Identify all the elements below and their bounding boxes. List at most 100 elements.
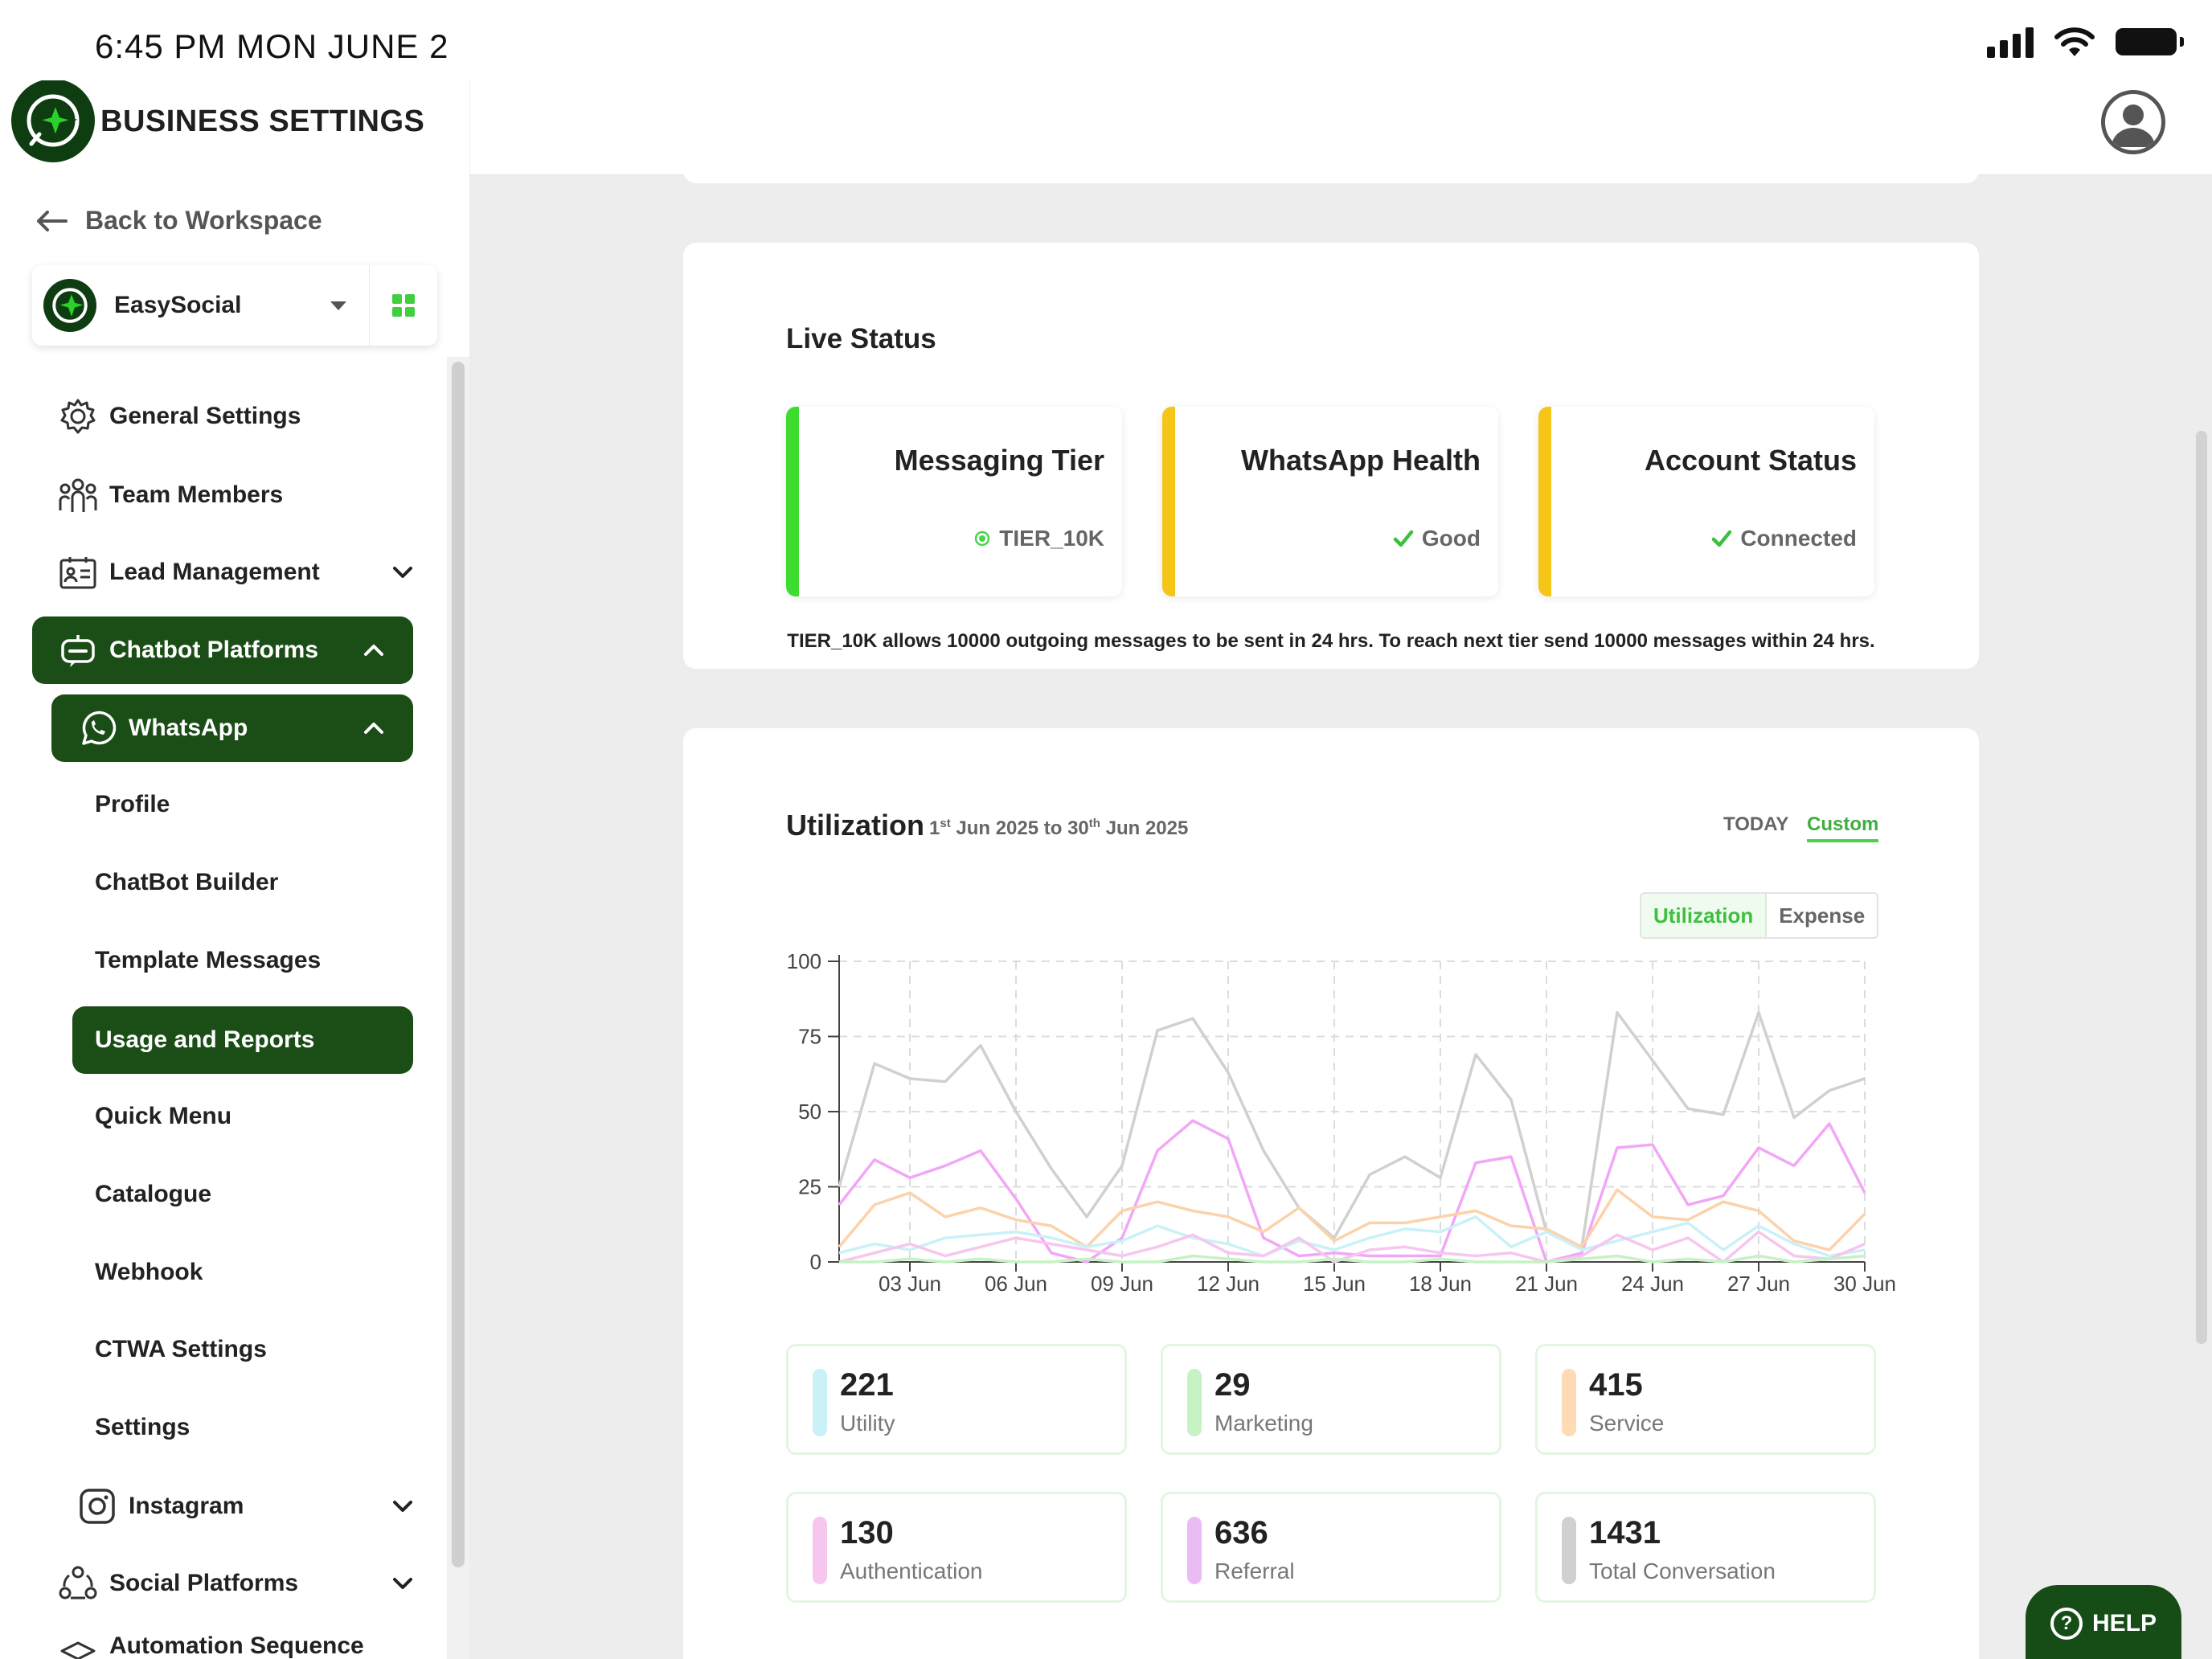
app-logo[interactable] [11,79,95,162]
wifi-icon [2054,27,2095,56]
sidebar-item-label: General Settings [109,403,301,429]
tile-title: Messaging Tier [894,444,1104,477]
x-tick-label: 03 Jun [879,1272,941,1296]
chevron-up-icon [364,645,383,656]
utilization-date-range: 1st Jun 2025 to 30th Jun 2025 [929,817,1188,840]
stat-card-marketing: 29 Marketing [1161,1344,1501,1455]
series-line-5 [839,1254,1866,1264]
stat-label: Marketing [1215,1411,1313,1436]
sidebar-subitem-catalogue[interactable]: Catalogue [95,1181,212,1207]
sidebar-subitem-settings[interactable]: Settings [95,1414,190,1440]
y-tick-label: 0 [810,1250,821,1274]
sidebar-item-lead-management[interactable]: Lead Management [56,550,442,595]
series-line-3 [838,1215,1866,1258]
series-line-1 [838,1119,1866,1264]
arrow-left-icon [37,210,68,231]
live-status-title: Live Status [786,323,936,354]
grid-icon [392,294,415,317]
stat-value: 636 [1215,1515,1268,1550]
help-button[interactable]: ? HELP [2026,1585,2181,1659]
status-bar: 6:45 PM MON JUNE 2 [0,0,2212,80]
team-icon [56,473,100,517]
sparkle-logo-icon [52,288,88,323]
sidebar-scrollbar-thumb[interactable] [452,362,465,1567]
sidebar-item-general-settings[interactable]: General Settings [56,394,442,439]
sidebar-item-label: Automation Sequence [109,1632,364,1659]
sidebar-subitem-chatbot-builder[interactable]: ChatBot Builder [95,869,279,895]
caret-down-icon[interactable] [330,301,346,310]
range-today-button[interactable]: TODAY [1723,813,1789,835]
back-to-workspace-link[interactable]: Back to Workspace [35,206,322,236]
stat-color-pill [813,1517,827,1584]
tile-value: Good [1393,526,1481,551]
utilization-line-chart: 0 25 50 75 100 03 Jun 06 Jun 09 Jun 12 Jun 15 Jun… [787,949,1896,1296]
sidebar-item-chatbot-platforms[interactable]: Chatbot Platforms [32,616,413,684]
tile-value-text: Good [1421,526,1481,551]
x-tick-label: 06 Jun [985,1272,1047,1296]
stat-value: 415 [1589,1367,1643,1403]
messaging-tier-tile: Messaging Tier TIER_10K [786,407,1122,596]
id-card-icon [56,551,100,594]
stat-label: Authentication [840,1559,983,1583]
range-custom-button[interactable]: Custom [1807,813,1879,842]
stat-card-authentication: 130 Authentication [786,1492,1127,1603]
sidebar-subitem-webhook[interactable]: Webhook [95,1259,203,1285]
status-time: 6:45 PM MON JUNE 2 [95,27,449,65]
question-icon: ? [2050,1608,2083,1640]
series-line-0 [838,1010,1866,1249]
sidebar-item-team-members[interactable]: Team Members [56,473,442,518]
stat-color-pill [1187,1369,1202,1436]
workspace-selector[interactable]: EasySocial [32,265,437,346]
utilization-expense-toggle: Utilization Expense [1640,892,1879,939]
stat-label: Total Conversation [1589,1559,1776,1583]
back-to-workspace-label: Back to Workspace [85,206,322,235]
x-tick-label: 09 Jun [1091,1272,1153,1296]
sidebar-subitem-ctwa-settings[interactable]: CTWA Settings [95,1336,267,1362]
x-tick-label: 12 Jun [1197,1272,1260,1296]
stat-color-pill [1562,1369,1576,1436]
tile-title: Account Status [1644,444,1857,477]
x-tick-label: 18 Jun [1409,1272,1472,1296]
previous-card [683,129,1979,183]
x-tick-label: 24 Jun [1621,1272,1684,1296]
status-icons [1987,26,2184,58]
stat-label: Service [1589,1411,1665,1436]
stat-color-pill [813,1369,827,1436]
gear-icon [56,395,100,438]
social-icon [56,1562,100,1605]
tile-title: WhatsApp Health [1240,444,1481,477]
utilization-title: Utilization [786,809,924,842]
radio-dot-icon [975,530,990,547]
stat-card-utility: 221 Utility [786,1344,1127,1455]
page-title: BUSINESS SETTINGS [100,104,425,138]
tile-accent-bar [1538,407,1551,596]
sidebar-item-instagram[interactable]: Instagram [76,1484,442,1529]
live-status-card: Live Status Messaging Tier TIER_10K What… [683,243,1979,669]
user-avatar-icon[interactable] [2101,90,2165,154]
series-line-2 [838,1188,1866,1251]
sidebar-subitem-quick-menu[interactable]: Quick Menu [95,1103,232,1129]
tile-accent-bar [786,407,799,596]
stat-color-pill [1187,1517,1202,1584]
workspace-name: EasySocial [114,292,242,318]
sidebar-item-label: Lead Management [109,559,320,585]
workspace-logo [43,279,96,332]
sidebar-subitem-profile[interactable]: Profile [95,791,170,817]
expense-tab[interactable]: Expense [1779,903,1866,928]
y-tick-label: 25 [798,1175,821,1199]
sidebar-item-automation-sequence[interactable]: Automation Sequence [56,1630,442,1659]
sidebar-item-label: Social Platforms [109,1570,299,1596]
utilization-tab[interactable]: Utilization [1641,894,1768,937]
stat-value: 130 [840,1515,894,1550]
chevron-down-icon [393,1501,412,1512]
sidebar-subitem-template-messages[interactable]: Template Messages [95,947,322,973]
range-ordinal-start: st [940,817,951,830]
apps-grid-button[interactable] [370,265,437,346]
range-day-start: 1 [929,817,940,839]
x-tick-label: 27 Jun [1727,1272,1790,1296]
tile-value-text: TIER_10K [999,526,1104,551]
sidebar-item-whatsapp[interactable]: WhatsApp [51,694,413,762]
sidebar-subitem-usage-and-reports[interactable]: Usage and Reports [72,1006,413,1074]
sidebar-item-social-platforms[interactable]: Social Platforms [56,1561,442,1606]
main-scrollbar-thumb[interactable] [2196,431,2207,1344]
